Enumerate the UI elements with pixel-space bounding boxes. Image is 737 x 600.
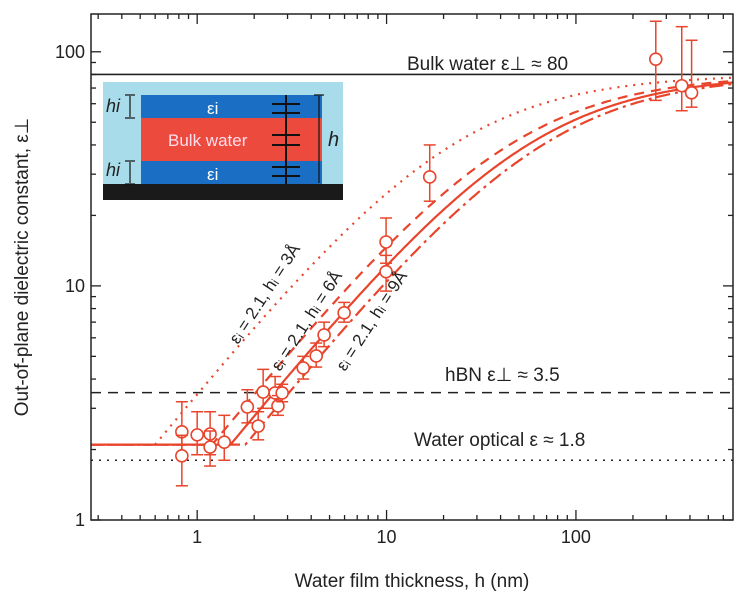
- data-point: [190, 410, 204, 456]
- y-tick-label: 1: [75, 510, 85, 530]
- data-marker: [674, 78, 689, 93]
- x-tick-label: 100: [561, 527, 591, 547]
- plot-frame: [90, 13, 734, 521]
- data-point: [337, 301, 351, 323]
- inset-eps-bottom: εi: [207, 165, 218, 184]
- inset-hi-top: hi: [106, 96, 121, 116]
- data-point: [275, 383, 289, 403]
- inset-bulk-label: Bulk water: [168, 131, 248, 150]
- model-curve-solid: [91, 81, 734, 446]
- y-axis-label: Out-of-plane dielectric constant, ε⊥: [12, 118, 33, 417]
- data-point: [317, 321, 331, 348]
- data-point: [203, 430, 217, 467]
- data-marker: [271, 399, 285, 413]
- data-point: [379, 217, 393, 264]
- data-marker: [275, 386, 289, 400]
- data-point: [175, 434, 189, 487]
- data-point: [251, 410, 266, 441]
- y-tick-label: 100: [55, 42, 85, 62]
- model-curve-dotted: [91, 76, 733, 446]
- data-marker: [217, 435, 232, 449]
- x-tick-label: 10: [377, 527, 397, 547]
- x-tick-label: 1: [192, 527, 202, 547]
- data-marker: [296, 361, 311, 375]
- data-point: [256, 368, 270, 410]
- ref-label-optical: Water optical ε ≈ 1.8: [414, 430, 585, 451]
- data-point: [422, 144, 437, 202]
- y-tick-label: 10: [65, 276, 85, 296]
- data-marker: [684, 85, 699, 100]
- x-axis-label: Water film thickness, h (nm): [295, 571, 530, 592]
- inset-eps-top: εi: [207, 99, 218, 118]
- data-marker: [203, 440, 217, 454]
- data-marker: [240, 400, 255, 414]
- model-curve-dashdot: [91, 83, 734, 446]
- inset-schematic: εi Bulk water εi hi hi h: [103, 82, 343, 200]
- ref-label-hbn: hBN ε⊥ ≈ 3.5: [445, 365, 560, 386]
- data-marker: [337, 306, 351, 320]
- data-point: [309, 342, 323, 368]
- data-marker: [190, 428, 204, 442]
- data-marker: [317, 328, 331, 342]
- data-point: [684, 39, 699, 108]
- inset-h: h: [328, 129, 339, 151]
- data-point: [674, 25, 689, 112]
- data-marker: [379, 264, 393, 279]
- data-point: [217, 414, 232, 461]
- data-marker: [256, 385, 270, 399]
- inset-hi-bottom: hi: [106, 160, 121, 180]
- data-marker: [175, 449, 189, 463]
- data-point: [271, 394, 285, 417]
- data-marker: [309, 349, 323, 363]
- data-point: [648, 20, 663, 102]
- ref-label-bulk: Bulk water ε⊥ ≈ 80: [407, 54, 568, 75]
- data-point: [296, 355, 311, 380]
- data-marker: [251, 419, 266, 433]
- data-marker: [648, 52, 663, 66]
- data-point: [240, 389, 255, 424]
- data-marker: [379, 235, 393, 249]
- data-marker: [422, 170, 437, 184]
